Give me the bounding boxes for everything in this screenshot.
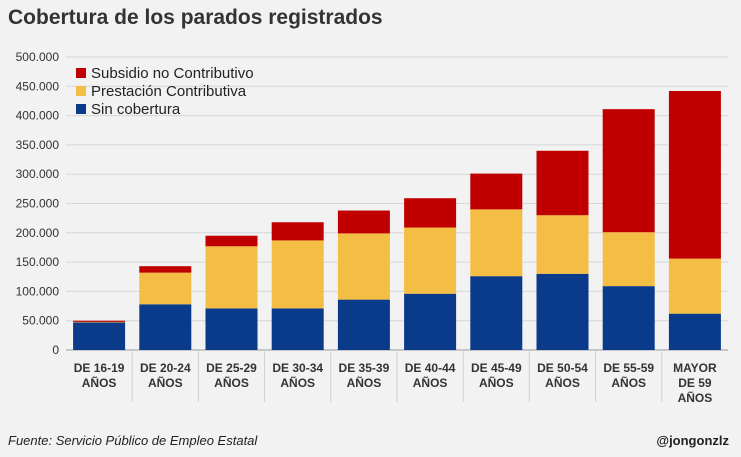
- x-tick-label: AÑOS: [82, 375, 117, 390]
- bar-segment: [470, 173, 523, 210]
- x-tick-label: MAYOR: [673, 361, 717, 375]
- x-tick-label: AÑOS: [479, 375, 514, 390]
- x-tick-label: DE 16-19: [74, 361, 125, 375]
- x-tick-label: DE 30-34: [272, 361, 323, 375]
- y-tick-label: 250.000: [16, 197, 60, 211]
- x-tick-label: AÑOS: [611, 375, 646, 390]
- x-tick-label: AÑOS: [280, 375, 315, 390]
- bar-segment: [668, 90, 721, 259]
- author-handle: @jongonzlz: [656, 433, 729, 448]
- legend-swatch: [76, 104, 86, 114]
- y-tick-label: 50.000: [22, 314, 59, 328]
- x-tick-label: DE 40-44: [405, 361, 456, 375]
- bar-segment: [139, 304, 192, 350]
- x-tick-label: DE 50-54: [537, 361, 588, 375]
- x-tick-label: DE 55-59: [603, 361, 654, 375]
- legend-swatch: [76, 68, 86, 78]
- bar-segment: [205, 235, 258, 247]
- x-tick-label: AÑOS: [678, 390, 713, 405]
- y-tick-label: 500.000: [16, 50, 60, 64]
- y-tick-label: 200.000: [16, 226, 60, 240]
- bar-segment: [337, 210, 390, 234]
- x-tick-label: AÑOS: [545, 375, 580, 390]
- bar-segment: [271, 240, 324, 309]
- bar-segment: [205, 308, 258, 350]
- bar-segment: [404, 227, 457, 294]
- y-tick-label: 350.000: [16, 138, 60, 152]
- chart-title: Cobertura de los parados registrados: [8, 6, 383, 29]
- bar-segment: [536, 150, 589, 216]
- x-tick-label: DE 20-24: [140, 361, 191, 375]
- source-note: Fuente: Servicio Público de Empleo Estat…: [8, 433, 258, 448]
- bar-segment: [271, 222, 324, 241]
- legend-label: Prestación Contributiva: [91, 83, 247, 100]
- bar-segment: [536, 273, 589, 350]
- bar-segment: [470, 276, 523, 350]
- bar-segment: [602, 286, 655, 350]
- bar-segment: [337, 299, 390, 350]
- x-tick-label: AÑOS: [413, 375, 448, 390]
- bar-segment: [337, 233, 390, 300]
- y-tick-label: 450.000: [16, 79, 60, 93]
- bar-segment: [205, 246, 258, 309]
- bar-segment: [668, 258, 721, 314]
- x-tick-label: DE 45-49: [471, 361, 522, 375]
- legend-label: Sin cobertura: [91, 101, 181, 118]
- x-tick-label: AÑOS: [347, 375, 382, 390]
- bar-segment: [139, 272, 192, 305]
- bar-segment: [271, 308, 324, 350]
- x-tick-label: DE 59: [678, 376, 712, 390]
- y-tick-label: 150.000: [16, 255, 60, 269]
- legend-swatch: [76, 86, 86, 96]
- bar-segment: [602, 109, 655, 233]
- y-tick-label: 100.000: [16, 284, 60, 298]
- bar-segment: [404, 198, 457, 228]
- bar-segment: [470, 209, 523, 277]
- x-tick-label: AÑOS: [214, 375, 249, 390]
- legend-label: Subsidio no Contributivo: [91, 65, 254, 82]
- x-tick-label: DE 25-29: [206, 361, 257, 375]
- bar-segment: [668, 313, 721, 350]
- y-tick-label: 0: [52, 343, 59, 357]
- y-axis: 0 50.000 100.000 150.000 200.000 250.000 300.0…: [16, 50, 60, 357]
- bar-segment: [404, 293, 457, 350]
- bars: [73, 90, 721, 350]
- bar-segment: [73, 322, 126, 350]
- y-tick-label: 400.000: [16, 109, 60, 123]
- x-tick-label: AÑOS: [148, 375, 183, 390]
- x-tick-label: DE 35-39: [339, 361, 390, 375]
- y-tick-label: 300.000: [16, 167, 60, 181]
- bar-segment: [73, 321, 126, 323]
- bar-segment: [139, 266, 192, 273]
- bar-segment: [536, 215, 589, 274]
- bar-segment: [73, 320, 126, 322]
- bar-segment: [602, 232, 655, 287]
